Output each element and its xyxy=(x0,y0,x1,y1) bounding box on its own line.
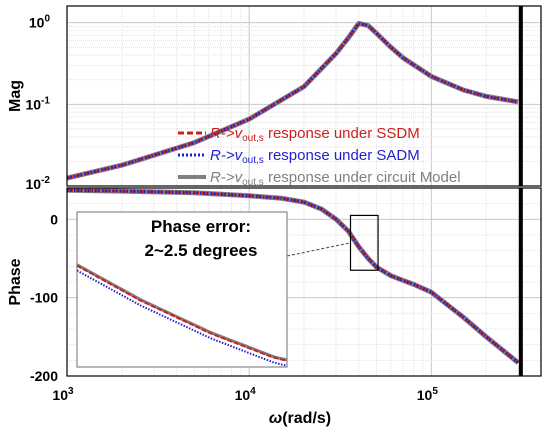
magnitude-y-ticks: 100 10-1 10-2 xyxy=(26,14,51,192)
legend-sub-ssdm: out,s xyxy=(242,133,264,144)
legend-sub-circuit: out,s xyxy=(242,177,264,188)
legend-entry-sadm: R->vout,s response under SADM xyxy=(178,147,420,166)
x-tick-label: 105 xyxy=(417,386,439,403)
inset-line-ssdm xyxy=(77,264,287,362)
phase-y-ticks: 0 -100 -200 xyxy=(30,211,58,384)
phase-panel: 0 -100 -200 103 104 105 Phase ω(rad/s) Phase… xyxy=(7,187,542,427)
magnitude-y-label: Mag xyxy=(7,80,24,112)
legend-suffix-circuit: response under circuit Model xyxy=(264,169,461,186)
magnitude-grid xyxy=(66,6,542,187)
zoom-box xyxy=(349,214,379,271)
phase-frame xyxy=(66,187,542,377)
inset-text-line2: 2~2.5 degrees xyxy=(145,241,258,260)
legend-entry-circuit: R->vout,s response under circuit Model xyxy=(178,169,461,188)
legend-label-circuit: R->vout,s response under circuit Model xyxy=(210,169,461,188)
inset-text-line1: Phase error: xyxy=(151,217,251,236)
legend-suffix-ssdm: response under SSDM xyxy=(264,125,420,142)
inset-line-sadm xyxy=(77,269,287,367)
legend: R->vout,s response under SSDM R->vout,s … xyxy=(178,125,461,188)
legend-prefix-ssdm: R->v xyxy=(210,125,244,142)
inset: Phase error: 2~2.5 degrees xyxy=(76,211,288,368)
phase-y-tick-label: -100 xyxy=(30,290,58,306)
magnitude-y-tick-label: 10-2 xyxy=(26,175,51,192)
magnitude-series xyxy=(67,20,519,181)
phase-series xyxy=(67,188,520,365)
magnitude-y-tick-label: 100 xyxy=(29,14,51,31)
phase-line-sadm xyxy=(67,188,520,364)
legend-prefix-circuit: R->v xyxy=(210,169,244,186)
phase-y-label: Phase xyxy=(7,258,24,305)
x-axis-unit: (rad/s) xyxy=(282,410,331,427)
legend-prefix-sadm: R->v xyxy=(210,147,244,164)
legend-suffix-sadm: response under SADM xyxy=(264,147,420,164)
legend-label-ssdm: R->vout,s response under SSDM xyxy=(210,125,420,144)
x-axis-symbol: ω xyxy=(269,410,282,427)
x-tick-label: 103 xyxy=(52,386,74,403)
phase-y-tick-label: -200 xyxy=(30,368,58,384)
x-axis-label: ω(rad/s) xyxy=(269,410,331,427)
legend-sub-sadm: out,s xyxy=(242,155,264,166)
magnitude-y-tick-label: 10-1 xyxy=(26,95,51,112)
magnitude-line-sadm xyxy=(67,21,519,180)
x-tick-label: 104 xyxy=(235,386,257,403)
magnitude-frame xyxy=(66,5,542,187)
phase-x-ticks: 103 104 105 xyxy=(52,386,438,403)
legend-entry-ssdm: R->vout,s response under SSDM xyxy=(178,125,420,144)
phase-y-tick-label: 0 xyxy=(50,211,58,227)
zoom-connector xyxy=(286,242,351,257)
inset-series xyxy=(77,263,287,367)
legend-label-sadm: R->vout,s response under SADM xyxy=(210,147,420,166)
